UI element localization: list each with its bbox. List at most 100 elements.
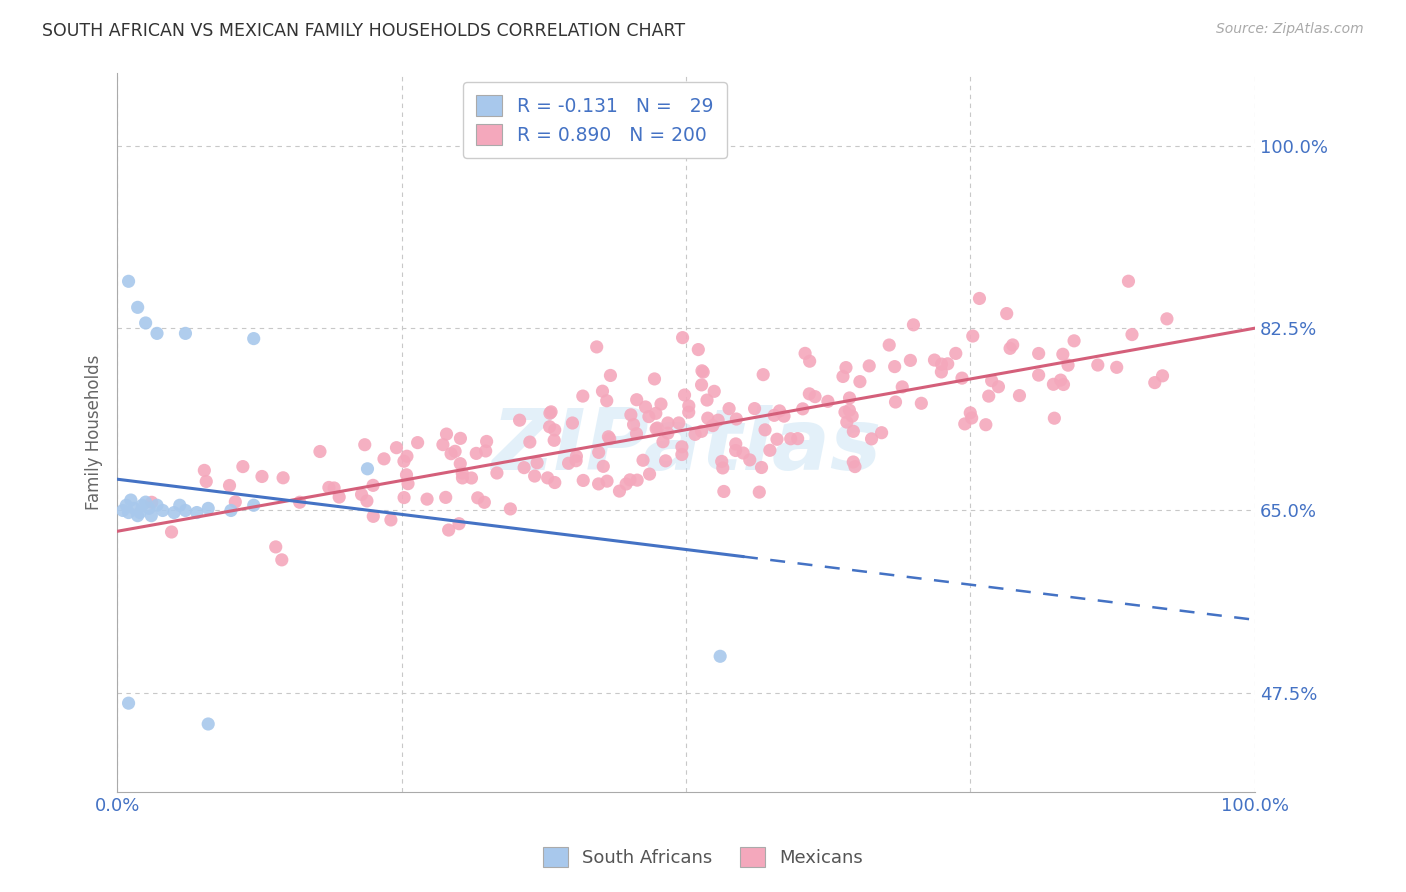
Point — [711, 461, 734, 475]
Point — [544, 423, 567, 437]
Point — [690, 377, 713, 392]
Point — [436, 427, 458, 442]
Point — [537, 471, 560, 485]
Point — [485, 466, 508, 480]
Point — [835, 360, 858, 375]
Point — [1156, 311, 1178, 326]
Point — [543, 434, 565, 448]
Point — [540, 405, 562, 419]
Point — [416, 492, 439, 507]
Point — [572, 389, 595, 403]
Point — [832, 369, 855, 384]
Point — [924, 353, 946, 368]
Point — [599, 368, 621, 383]
Point — [703, 384, 725, 399]
Point — [710, 454, 733, 468]
Point — [960, 411, 983, 425]
Point — [877, 338, 900, 352]
Point — [598, 430, 620, 444]
Point — [654, 454, 676, 468]
Point — [1028, 346, 1050, 360]
Point — [748, 485, 770, 500]
Point — [380, 513, 402, 527]
Point — [779, 432, 801, 446]
Point — [713, 484, 735, 499]
Point — [673, 388, 696, 402]
Point — [219, 503, 242, 517]
Point — [910, 396, 932, 410]
Point — [197, 501, 219, 516]
Point — [572, 474, 595, 488]
Point — [725, 412, 748, 426]
Point — [644, 406, 666, 420]
Point — [883, 359, 905, 374]
Text: Source: ZipAtlas.com: Source: ZipAtlas.com — [1216, 22, 1364, 37]
Point — [974, 417, 997, 432]
Point — [668, 416, 690, 430]
Point — [804, 390, 827, 404]
Point — [953, 417, 976, 431]
Point — [588, 445, 610, 459]
Point — [724, 443, 747, 458]
Point — [969, 292, 991, 306]
Point — [834, 405, 856, 419]
Point — [538, 406, 561, 420]
Point — [444, 444, 467, 458]
Point — [1052, 347, 1074, 361]
Point — [232, 459, 254, 474]
Point — [696, 411, 718, 425]
Point — [690, 364, 713, 378]
Point — [169, 498, 191, 512]
Point — [1121, 327, 1143, 342]
Point — [690, 425, 713, 439]
Point — [596, 474, 619, 488]
Point — [678, 399, 700, 413]
Point — [561, 416, 583, 430]
Point — [650, 397, 672, 411]
Point — [432, 437, 454, 451]
Point — [950, 371, 973, 385]
Point — [197, 717, 219, 731]
Point — [288, 495, 311, 509]
Point — [406, 435, 429, 450]
Point — [117, 274, 139, 288]
Point — [1118, 274, 1140, 288]
Point — [163, 506, 186, 520]
Point — [146, 326, 169, 341]
Point — [838, 403, 860, 417]
Point — [472, 495, 495, 509]
Point — [844, 459, 866, 474]
Point — [657, 416, 679, 430]
Point — [688, 343, 710, 357]
Point — [1008, 388, 1031, 402]
Text: SOUTH AFRICAN VS MEXICAN FAMILY HOUSEHOLDS CORRELATION CHART: SOUTH AFRICAN VS MEXICAN FAMILY HOUSEHOL… — [42, 22, 685, 40]
Point — [592, 384, 614, 399]
Point — [135, 495, 157, 509]
Point — [599, 432, 621, 446]
Point — [696, 392, 718, 407]
Point — [499, 502, 522, 516]
Point — [645, 422, 668, 436]
Point — [799, 354, 821, 368]
Point — [475, 434, 498, 449]
Point — [643, 372, 665, 386]
Point — [786, 432, 808, 446]
Point — [318, 480, 340, 494]
Point — [860, 432, 883, 446]
Point — [449, 457, 471, 471]
Point — [702, 418, 724, 433]
Point — [271, 471, 294, 485]
Point — [900, 353, 922, 368]
Point — [817, 394, 839, 409]
Point — [623, 417, 645, 432]
Point — [678, 405, 700, 419]
Point — [1043, 411, 1066, 425]
Point — [437, 523, 460, 537]
Point — [309, 444, 332, 458]
Text: ZIPatlas: ZIPatlas — [491, 405, 882, 488]
Point — [186, 506, 208, 520]
Point — [870, 425, 893, 440]
Point — [174, 503, 197, 517]
Point — [977, 389, 1000, 403]
Point — [738, 453, 761, 467]
